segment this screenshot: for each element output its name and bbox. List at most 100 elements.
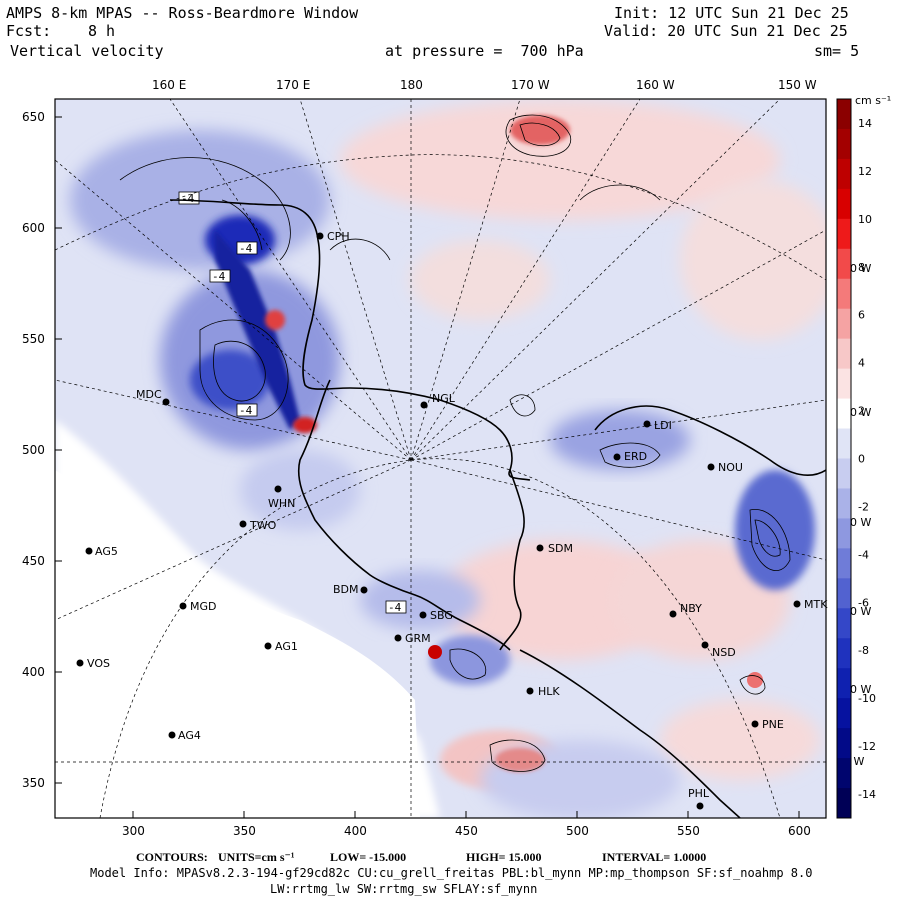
contour-high: HIGH= 15.000 (466, 850, 542, 864)
station-label: PNE (762, 718, 784, 731)
colorbar-label: -2 (858, 500, 869, 513)
lon-label: 160 W (636, 78, 675, 92)
station-label: PHL (688, 787, 710, 800)
station-label: MTK (804, 598, 828, 611)
colorbar-label: -14 (858, 788, 876, 801)
colorbar-label: -6 (858, 596, 869, 609)
colorbar-swatch (837, 308, 851, 340)
contours-label: CONTOURS: (136, 850, 208, 864)
colorbar-swatch (837, 458, 851, 489)
colorbar-swatch (837, 99, 851, 130)
colorbar-swatch (837, 398, 851, 430)
station-label: AG4 (178, 729, 201, 742)
colorbar-label: 10 (858, 213, 872, 226)
colorbar-swatch (837, 548, 851, 579)
colorbar-swatch (837, 428, 851, 459)
x-tick-label: 550 (677, 824, 700, 838)
y-tick-label: 400 (22, 665, 45, 679)
y-tick-label: 350 (22, 776, 45, 790)
station-label: WHN (268, 497, 295, 510)
x-axis: 300 350 400 450 500 550 600 (122, 811, 811, 838)
contour-tag: -4 (388, 601, 402, 614)
colorbar-swatch (837, 338, 851, 370)
top-longitude-labels: 160 E 170 E 180 170 W 160 W 150 W (152, 78, 817, 92)
station-label: BDM (333, 583, 359, 596)
chart-title: AMPS 8-km MPAS -- Ross-Beardmore Window (6, 4, 359, 22)
x-tick-label: 450 (455, 824, 478, 838)
colorbar-labels: 14 12 10 8 6 4 2 0 -2 -4 -6 -8 -10 -12 -14 (858, 117, 876, 801)
colorbar-swatch (837, 488, 851, 519)
colorbar-frame (836, 98, 852, 819)
forecast-hour: 8 h (88, 22, 116, 40)
station-label: LDI (654, 419, 672, 432)
y-tick-label: 650 (22, 110, 45, 124)
x-tick-label: 500 (566, 824, 589, 838)
colorbar-label: 14 (858, 117, 872, 130)
y-tick-label: 550 (22, 332, 45, 346)
contour-low: LOW= -15.000 (330, 850, 407, 864)
colorbar-units: cm s⁻¹ (855, 94, 891, 107)
x-tick-label: 350 (233, 824, 256, 838)
model-info-physics: LW:rrtmg_lw SW:rrtmg_sw SFLAY:sf_mynn (270, 882, 538, 896)
colorbar-swatch (837, 728, 851, 759)
stations: CPH MDC NGL WHN TWO AG5 MGD AG1 VOS AG4 … (76, 230, 828, 810)
station-label: NSD (712, 646, 736, 659)
y-tick-label: 600 (22, 221, 45, 235)
colorbar-label: 12 (858, 165, 872, 178)
field-name: Vertical velocity (10, 42, 164, 60)
y-tick-label: 450 (22, 554, 45, 568)
x-tick-label: 400 (344, 824, 367, 838)
station-label: CPH (327, 230, 350, 243)
colorbar-swatch (837, 638, 851, 669)
colorbar-swatch (837, 788, 851, 819)
colorbar-swatch (837, 158, 851, 190)
contour-interval: INTERVAL= 1.0000 (602, 850, 707, 864)
colorbar-swatch (837, 278, 851, 310)
station-label: AG5 (95, 545, 118, 558)
model-info: Model Info: MPASv8.2.3-194-gf29cd82c CU:… (90, 866, 813, 880)
colorbar-label: 0 (858, 453, 865, 466)
colorbar-label: 6 (858, 309, 865, 322)
colorbar (836, 98, 852, 819)
x-tick-label: 600 (788, 824, 811, 838)
station-label: MGD (190, 600, 217, 613)
graticule (55, 99, 826, 818)
x-tick-label: 300 (122, 824, 145, 838)
coastline (169, 199, 826, 818)
lon-label: 150 W (778, 78, 817, 92)
colorbar-label: -12 (858, 740, 876, 753)
station-label: SDM (548, 542, 573, 555)
colorbar-swatch (837, 188, 851, 220)
station-label: TWO (249, 519, 277, 532)
colorbar-label: -4 (858, 548, 869, 561)
colorbar-swatch (837, 758, 851, 789)
plot-frame (54, 98, 827, 819)
colorbar-swatch (837, 518, 851, 549)
colorbar-swatch (837, 578, 851, 609)
station-label: NOU (718, 461, 743, 474)
station-label: SBG (430, 609, 453, 622)
station-label: AG1 (275, 640, 298, 653)
station-label: HLK (538, 685, 560, 698)
station-label: VOS (87, 657, 110, 670)
init-time: Init: 12 UTC Sun 21 Dec 25 (614, 4, 849, 22)
station-label: NBY (680, 602, 702, 615)
contour-units: UNITS=cm s⁻¹ (218, 850, 295, 864)
station-label: ERD (624, 450, 647, 463)
colorbar-swatch (837, 128, 851, 160)
lon-label: 170 W (511, 78, 550, 92)
station-label: GRM (405, 632, 431, 645)
forecast-label: Fcst: (6, 22, 52, 40)
colorbar-label: -10 (858, 692, 876, 705)
lon-label: 170 E (276, 78, 310, 92)
colorbar-label: 4 (858, 357, 865, 370)
colorbar-swatch (837, 668, 851, 699)
y-axis: 650 600 550 500 450 400 350 (22, 110, 62, 790)
colorbar-swatch (837, 218, 851, 250)
colorbar-swatch (837, 248, 851, 280)
colorbar-swatch (837, 698, 851, 729)
contour-tag: -4 (212, 270, 226, 283)
pressure-level: at pressure = 700 hPa (385, 42, 584, 60)
station-label: NGL (432, 392, 456, 405)
contour-tag: -4 (239, 242, 253, 255)
